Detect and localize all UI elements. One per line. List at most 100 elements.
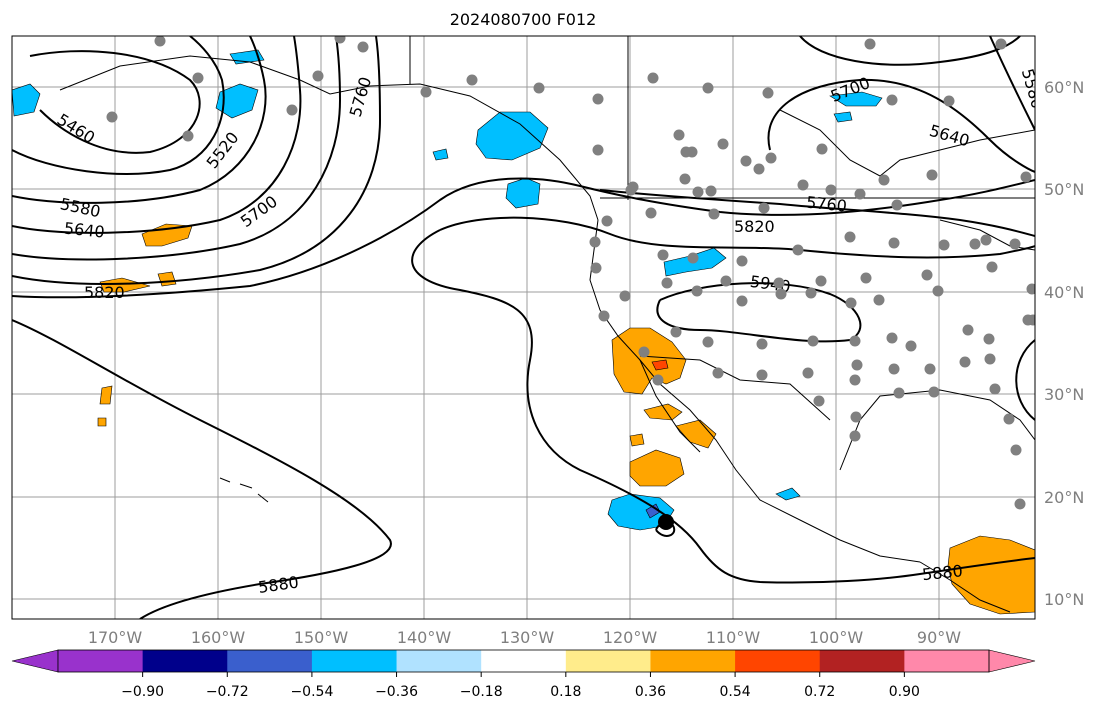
colorbar-segment bbox=[58, 650, 144, 672]
station-dot bbox=[657, 249, 669, 261]
station-dot bbox=[192, 72, 204, 84]
longitude-tick-label: 120°W bbox=[603, 628, 658, 647]
station-dot bbox=[959, 356, 971, 368]
coastlines bbox=[59, 36, 1035, 613]
station-dot bbox=[686, 146, 698, 158]
colorbar-tick-label: 0.54 bbox=[720, 684, 751, 700]
station-dot bbox=[938, 239, 950, 251]
colorbar-segment bbox=[904, 650, 990, 672]
longitude-tick-label: 100°W bbox=[809, 628, 864, 647]
pos-region-small-1 bbox=[629, 433, 645, 447]
colorbar-tick-label: −0.90 bbox=[121, 684, 164, 700]
station-dot bbox=[647, 72, 659, 84]
station-dot bbox=[670, 326, 682, 338]
longitude-tick-label: 130°W bbox=[500, 628, 555, 647]
station-dot bbox=[679, 173, 691, 185]
latitude-tick-label: 60°N bbox=[1044, 78, 1084, 97]
map-title: 2024080700 F012 bbox=[449, 10, 597, 29]
station-dot bbox=[702, 336, 714, 348]
station-dot bbox=[860, 272, 872, 284]
station-dot bbox=[854, 188, 866, 200]
pos-region-carib bbox=[947, 535, 1035, 615]
station-dot bbox=[661, 277, 673, 289]
contour-5580 bbox=[12, 36, 267, 204]
colorbar-segment bbox=[227, 650, 313, 672]
neg-region-mexico bbox=[775, 487, 801, 501]
longitude-tick-label: 160°W bbox=[191, 628, 246, 647]
hawaii bbox=[219, 477, 269, 503]
station-dot bbox=[712, 367, 724, 379]
us-mexico-border bbox=[639, 355, 831, 421]
station-dot bbox=[762, 87, 774, 99]
station-dot bbox=[850, 411, 862, 423]
colorbar-tick-label: 0.72 bbox=[804, 684, 835, 700]
station-dot bbox=[740, 155, 752, 167]
station-dot bbox=[849, 430, 861, 442]
station-markers bbox=[106, 36, 1035, 510]
station-dot bbox=[775, 288, 787, 300]
cyclone-marker bbox=[658, 514, 674, 530]
station-dot bbox=[888, 363, 900, 375]
latitude-tick-label: 50°N bbox=[1044, 180, 1084, 199]
station-dot bbox=[943, 95, 955, 107]
station-dot bbox=[1026, 283, 1035, 295]
neg-region-bering bbox=[215, 83, 259, 119]
station-dot bbox=[983, 333, 995, 345]
alaska-coast bbox=[59, 55, 599, 221]
station-dot bbox=[905, 340, 917, 352]
station-dot bbox=[984, 353, 996, 365]
hudson-coast bbox=[779, 109, 1035, 177]
height-contours bbox=[12, 36, 1035, 619]
longitude-tick-label: 110°W bbox=[706, 628, 761, 647]
colorbar-tick-label: −0.36 bbox=[375, 684, 418, 700]
contour-5880-east bbox=[439, 216, 1035, 259]
station-dot bbox=[717, 138, 729, 150]
contour-5880-gulf bbox=[1015, 339, 1035, 421]
station-dot bbox=[986, 261, 998, 273]
station-dot bbox=[849, 335, 861, 347]
station-dot bbox=[645, 207, 657, 219]
station-dot bbox=[652, 374, 664, 386]
station-dot bbox=[753, 163, 765, 175]
colorbar-segment bbox=[142, 650, 228, 672]
station-dot bbox=[845, 297, 857, 309]
station-dot bbox=[844, 231, 856, 243]
contour-label: 5760 bbox=[805, 193, 847, 216]
station-dot bbox=[357, 41, 369, 53]
station-dot bbox=[592, 144, 604, 156]
station-dot bbox=[815, 275, 827, 287]
station-dot bbox=[106, 111, 118, 123]
station-dot bbox=[756, 338, 768, 350]
neg-region-alaska-se bbox=[475, 111, 549, 161]
station-dot bbox=[687, 252, 699, 264]
station-dot bbox=[878, 174, 890, 186]
station-dot bbox=[891, 199, 903, 211]
latitude-tick-label: 30°N bbox=[1044, 385, 1084, 404]
pos-region-baja-core bbox=[651, 359, 669, 371]
station-dot bbox=[1010, 444, 1022, 456]
colorbar: −0.90 −0.72 −0.54 −0.36 −0.18 0.18 0.36 0.54 0.7… bbox=[11, 649, 1036, 700]
pos-region-baja-2 bbox=[643, 403, 683, 421]
station-dot bbox=[802, 367, 814, 379]
contour-5520 bbox=[12, 36, 225, 175]
contour-label: 5820 bbox=[84, 283, 125, 302]
contour-5700 bbox=[12, 36, 342, 261]
pos-region-pacific-3 bbox=[99, 277, 151, 293]
pos-region-small-3 bbox=[97, 417, 107, 427]
pos-region-small-2 bbox=[99, 385, 113, 405]
station-dot bbox=[312, 70, 324, 82]
station-dot bbox=[989, 383, 1001, 395]
station-dot bbox=[980, 234, 992, 246]
map-frame bbox=[11, 35, 1036, 620]
contour-label: 5820 bbox=[734, 217, 775, 236]
longitude-tick-label: 90°W bbox=[917, 628, 961, 647]
neg-region-small bbox=[432, 148, 449, 161]
colorbar-tick-label: 0.90 bbox=[889, 684, 920, 700]
station-dot bbox=[420, 86, 432, 98]
station-dot bbox=[619, 290, 631, 302]
great-lakes bbox=[939, 219, 1035, 251]
colorbar-segment bbox=[396, 650, 482, 672]
station-dot bbox=[1020, 171, 1032, 183]
graticule bbox=[12, 36, 1035, 619]
